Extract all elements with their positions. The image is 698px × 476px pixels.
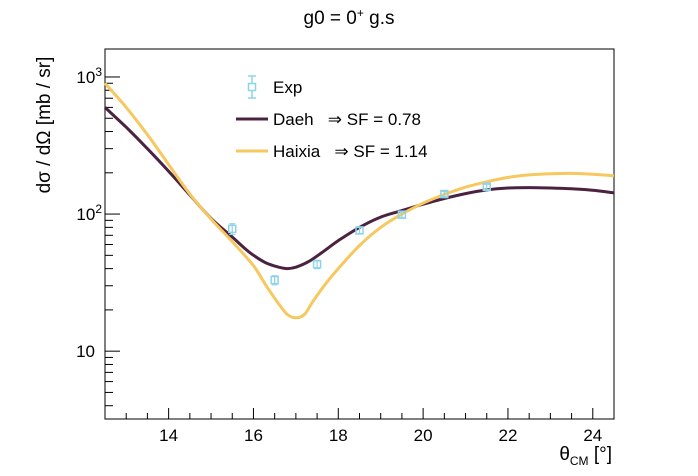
chart-title: g0 = 0+ g.s	[304, 6, 395, 29]
data-point-exp	[397, 210, 407, 219]
x-axis-label-sub: CM	[570, 454, 589, 468]
data-point-marker	[355, 226, 364, 235]
plot-area: 14 16 18 20 22 24 10 102 103	[76, 48, 615, 445]
x-axis-label-unit: [°]	[589, 444, 612, 465]
legend-exp-marker	[247, 82, 257, 92]
legend-exp-label: Exp	[273, 78, 302, 97]
data-point-marker	[312, 260, 322, 269]
data-point-exp	[270, 275, 279, 286]
y-axis-label: dσ / dΩ [mb / sr]	[34, 57, 55, 194]
chart-title-base: g0 = 0	[304, 8, 357, 29]
y-tick-label: 10	[76, 342, 95, 361]
legend-haixia-label: Haixia ⇒ SF = 1.14	[273, 142, 428, 161]
data-point-exp	[228, 223, 237, 236]
y-tick-label: 103	[76, 65, 102, 87]
x-tick-label: 24	[583, 426, 602, 445]
x-tick-label: 22	[498, 426, 517, 445]
y-tick-label: 102	[76, 202, 102, 224]
x-tick-label: 16	[244, 426, 263, 445]
data-point-marker	[270, 275, 279, 285]
x-axis-label: θCM [°]	[559, 444, 612, 468]
legend-entry-haixia: Haixia ⇒ SF = 1.14	[236, 142, 428, 161]
data-point-exp	[355, 226, 364, 235]
legend-entry-exp: Exp	[247, 75, 302, 99]
chart-title-suffix: g.s	[364, 8, 395, 29]
y-axis: 10 102 103	[76, 65, 120, 407]
legend-daeh-label: Daeh ⇒ SF = 0.78	[273, 110, 421, 129]
x-tick-label: 14	[159, 426, 178, 445]
x-tick-label: 20	[414, 426, 433, 445]
legend-entry-daeh: Daeh ⇒ SF = 0.78	[236, 110, 421, 129]
legend: Exp Daeh ⇒ SF = 0.78 Haixia ⇒ SF = 1.14	[236, 75, 428, 161]
x-tick-label: 18	[329, 426, 348, 445]
data-point-marker	[228, 224, 237, 234]
series-layer	[103, 82, 615, 320]
x-axis-label-base: θ	[559, 444, 570, 465]
data-point-exp	[482, 182, 491, 192]
series-haixia-line	[103, 82, 615, 320]
data-point-marker	[482, 182, 491, 192]
data-point-marker	[397, 210, 407, 219]
chart-title-sup: +	[357, 6, 364, 20]
data-point-exp	[440, 189, 449, 199]
data-point-exp	[312, 259, 322, 270]
data-point-marker	[440, 189, 449, 199]
x-axis: 14 16 18 20 22 24	[125, 408, 615, 445]
